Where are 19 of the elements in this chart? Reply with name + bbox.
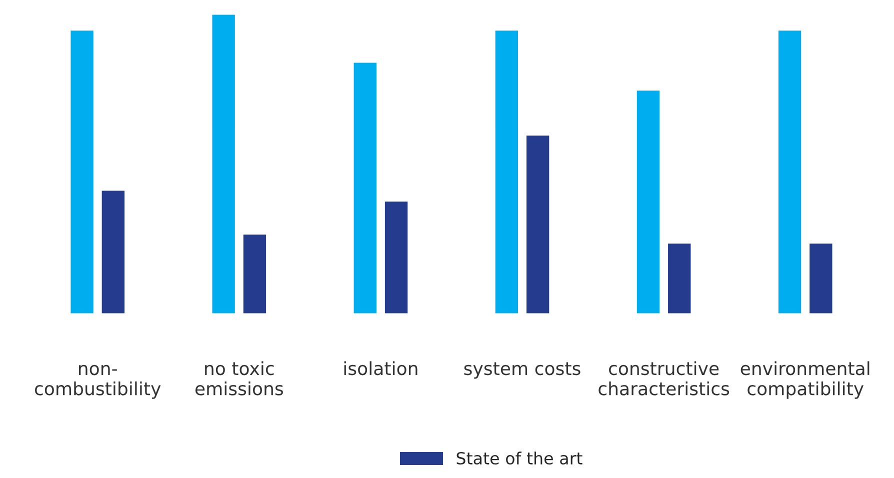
bar (352, 61, 378, 314)
bar (210, 14, 236, 314)
x-tick-label: environmental compatibility (740, 361, 870, 399)
bar (100, 189, 126, 314)
bar (384, 200, 409, 314)
bar (494, 29, 520, 314)
bar (666, 242, 692, 314)
x-tick-label: no toxic emissions (195, 361, 283, 396)
x-tick-label: non- combustibility (34, 364, 161, 399)
bar (777, 29, 802, 314)
legend-label: State of the art (456, 452, 582, 465)
x-tick-label: constructive characteristics (598, 361, 730, 396)
bar (636, 89, 661, 314)
x-tick-label: isolation (344, 361, 418, 376)
x-tick-label: system costs (464, 362, 580, 379)
bar (242, 233, 268, 314)
bar (808, 242, 834, 314)
bar (69, 29, 95, 314)
bar (525, 134, 551, 314)
